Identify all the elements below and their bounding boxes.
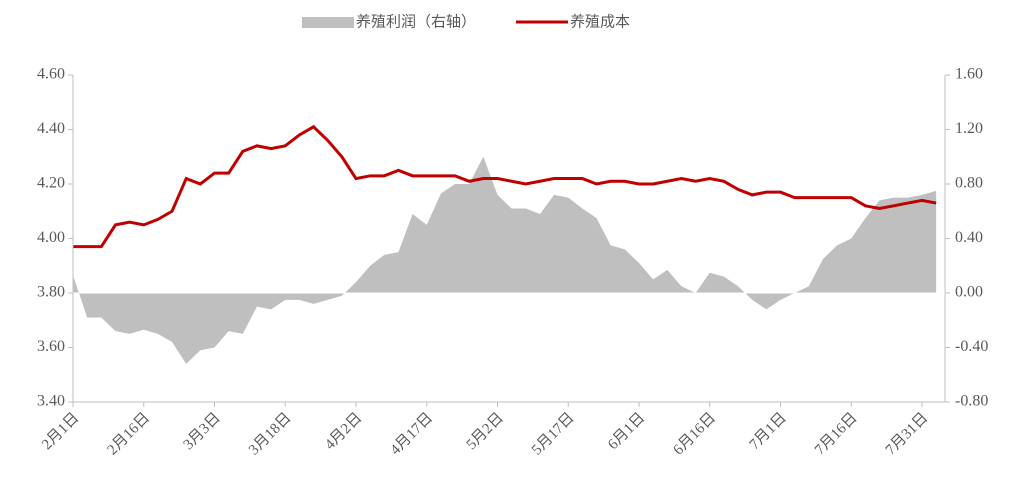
x-tick-label: 6月16日 (671, 410, 719, 458)
x-tick-label: 3月3日 (181, 410, 224, 453)
y-tick-label: 3.40 (37, 393, 65, 410)
x-tick-label: 5月2日 (464, 410, 507, 453)
y-tick-label: 4.40 (37, 120, 65, 137)
y-tick-label: 3.80 (37, 284, 65, 301)
y2-tick-label: 0.40 (955, 229, 983, 246)
y2-tick-label: 0.80 (955, 175, 983, 192)
y2-tick-label: -0.80 (955, 393, 988, 410)
x-tick-label: 6月1日 (605, 410, 648, 453)
x-tick-label: 7月1日 (747, 410, 790, 453)
y-tick-label: 4.60 (37, 66, 65, 83)
y-tick-label: 4.00 (37, 229, 65, 246)
x-tick-label: 7月31日 (883, 410, 931, 458)
profit-area (73, 156, 937, 364)
legend-label: 养殖利润（右轴） (356, 13, 476, 31)
y-tick-label: 3.60 (37, 338, 65, 355)
y2-tick-label: 0.00 (955, 284, 983, 301)
x-tick-label: 3月18日 (246, 410, 294, 458)
x-tick-label: 2月16日 (105, 410, 153, 458)
legend-swatch (302, 17, 354, 28)
cost-line (73, 124, 937, 249)
y-tick-label: 4.20 (37, 175, 65, 192)
y2-tick-label: 1.60 (955, 66, 983, 83)
y2-tick-label: 1.20 (955, 120, 983, 137)
legend-label: 养殖成本 (570, 13, 630, 31)
x-tick-label: 5月17日 (529, 410, 577, 458)
y2-tick-label: -0.40 (955, 338, 988, 355)
x-tick-label: 4月2日 (322, 410, 365, 453)
x-tick-label: 2月1日 (39, 410, 82, 453)
x-tick-label: 4月17日 (388, 410, 436, 458)
x-tick-label: 7月16日 (812, 410, 860, 458)
